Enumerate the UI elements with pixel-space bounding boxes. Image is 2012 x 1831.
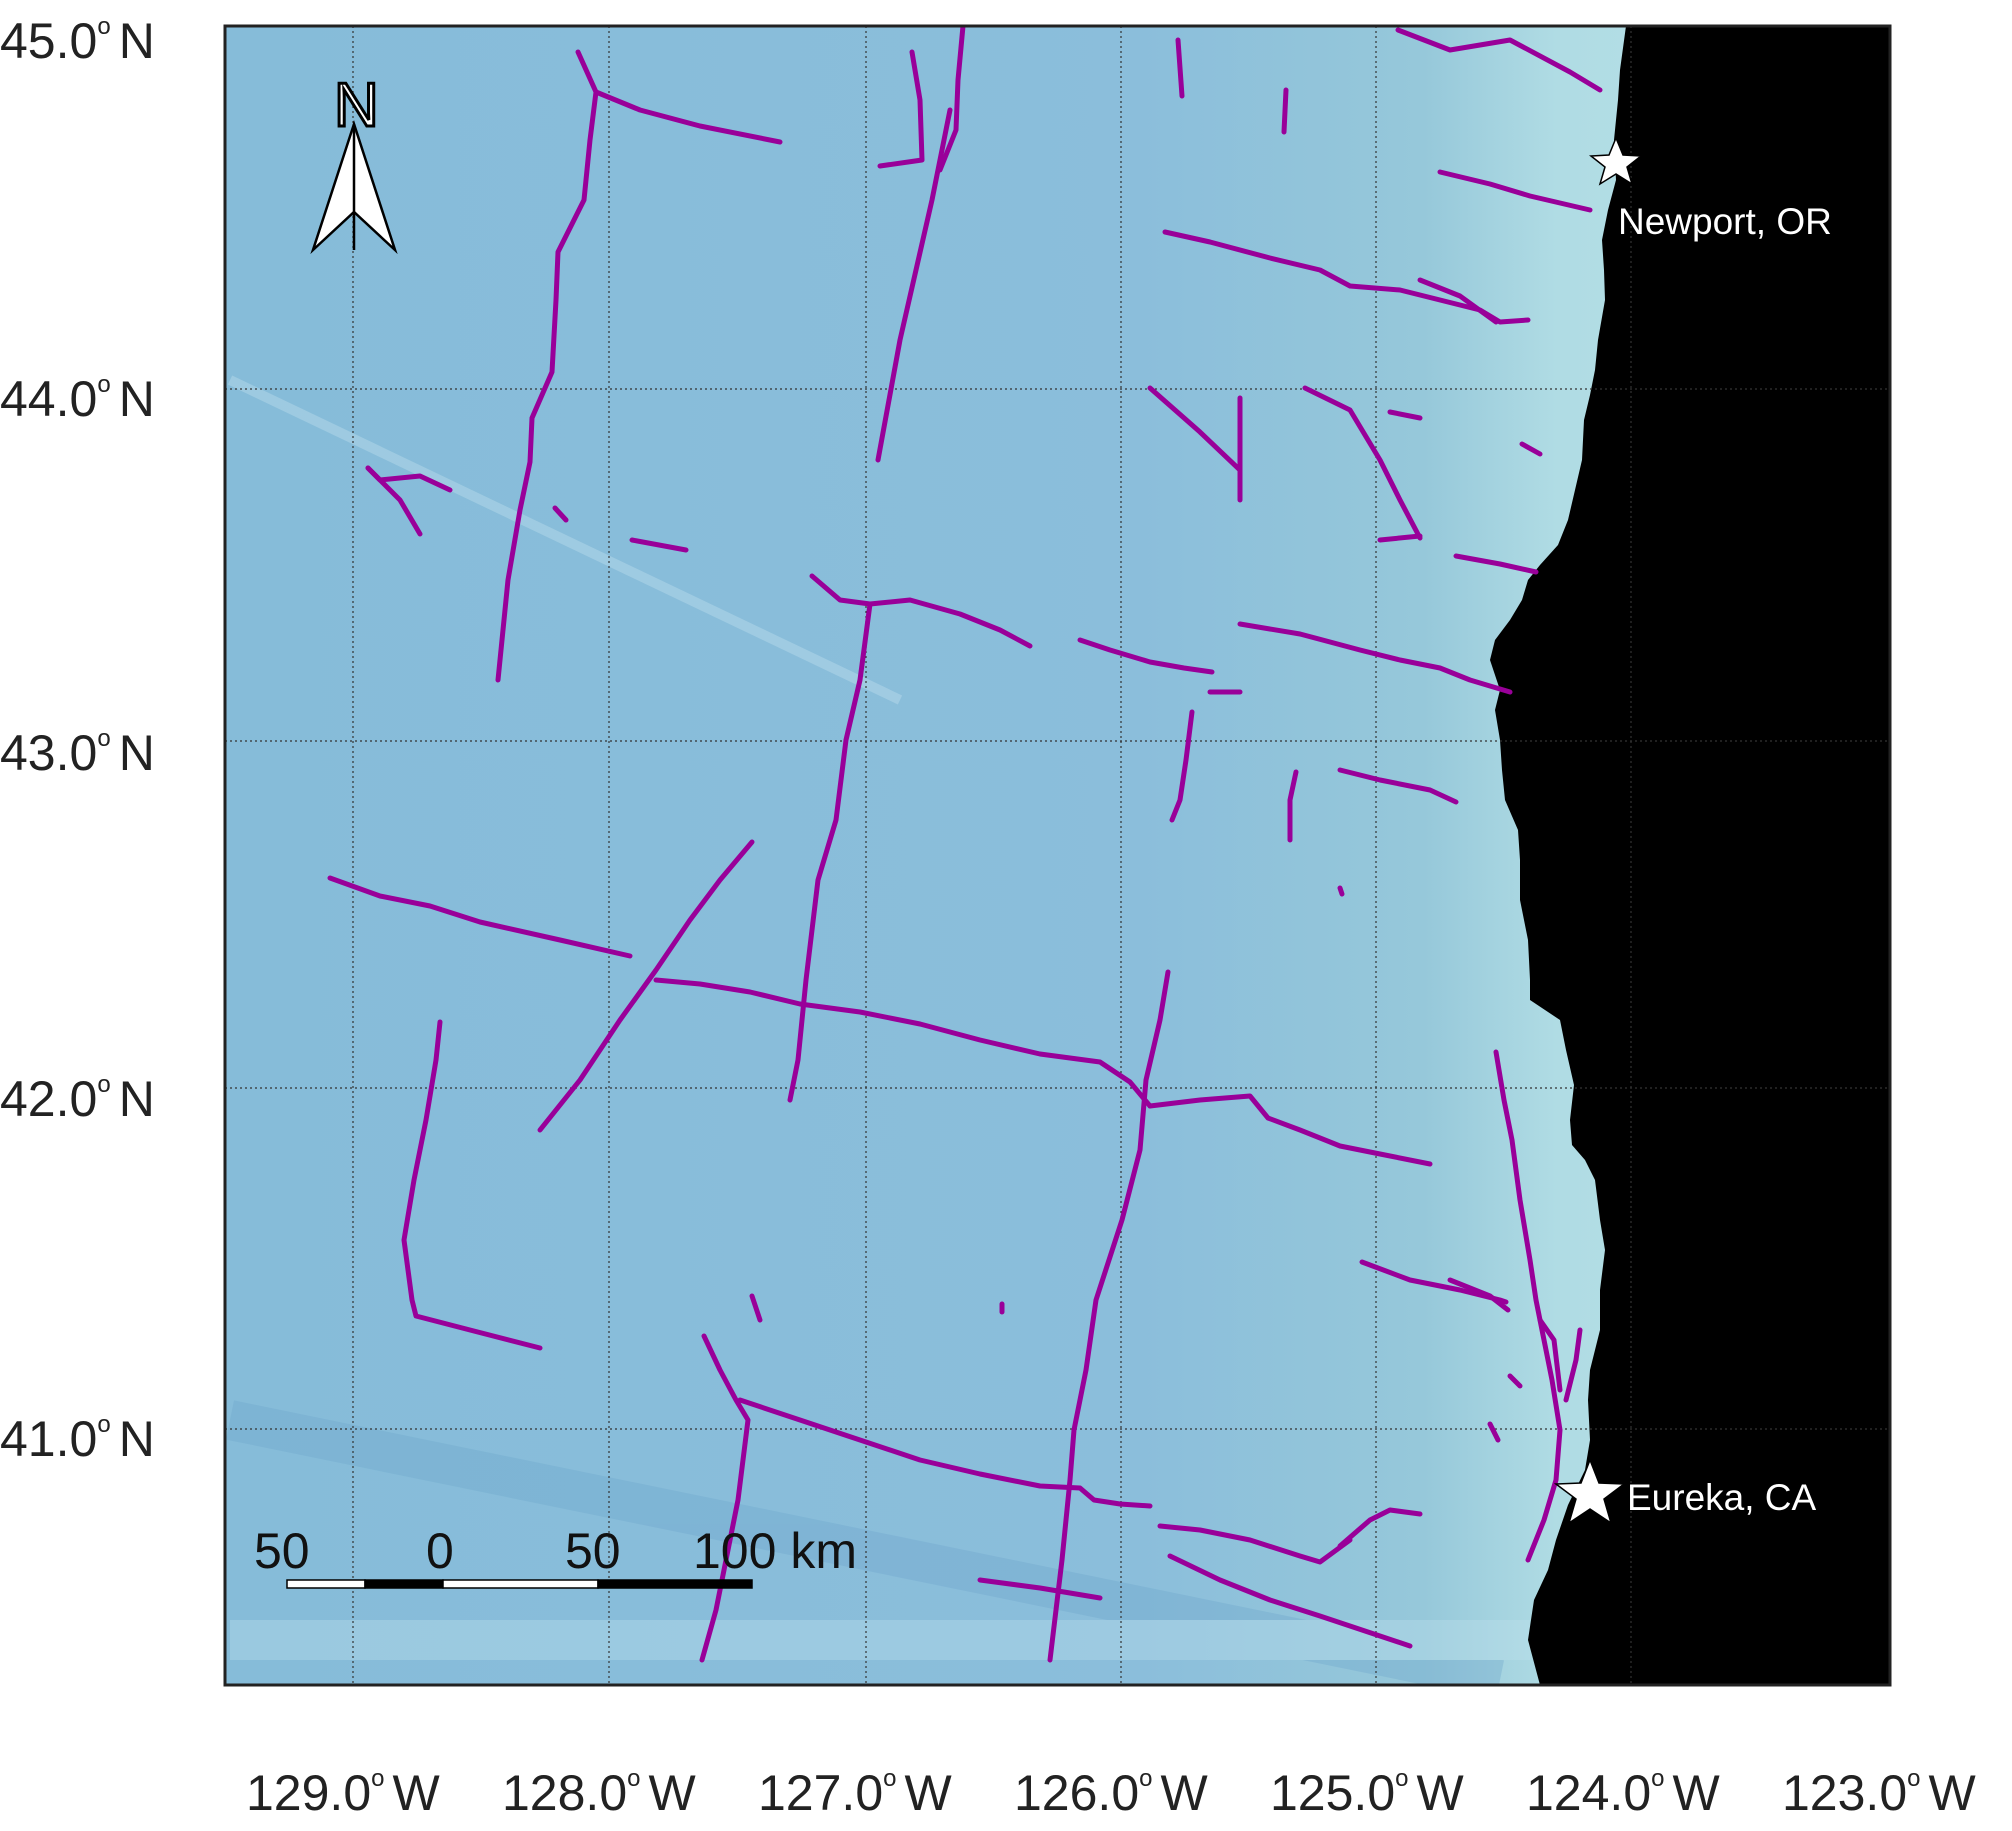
trackline bbox=[1377, 533, 1423, 543]
trackline bbox=[365, 465, 423, 537]
scale-label: 50 bbox=[565, 1523, 621, 1579]
lat-label: 41.0o N bbox=[0, 1411, 155, 1467]
trackline bbox=[937, 26, 966, 173]
place-eureka: Eureka, CA bbox=[1553, 1457, 1817, 1525]
place-newport: Newport, OR bbox=[1588, 136, 1832, 242]
land-area bbox=[1490, 26, 1890, 1685]
trackline bbox=[327, 875, 633, 959]
north-arrow: N bbox=[310, 70, 398, 255]
trackline bbox=[401, 1019, 543, 1351]
trackline bbox=[1157, 1523, 1353, 1565]
trackline bbox=[1487, 1421, 1501, 1443]
scale-bar: 50 0 50 100 km bbox=[254, 1523, 857, 1589]
survey-tracklines bbox=[327, 26, 1603, 1663]
seafloor-ridge bbox=[227, 375, 903, 705]
lat-label: 45.0o N bbox=[0, 13, 155, 69]
lon-label: 124.0o W bbox=[1526, 1765, 1720, 1821]
trackline bbox=[749, 1293, 763, 1323]
trackline bbox=[1563, 1327, 1583, 1403]
trackline bbox=[1387, 409, 1423, 421]
trackline bbox=[537, 839, 755, 1133]
trackline bbox=[629, 537, 689, 553]
trackline bbox=[875, 107, 953, 463]
trackline bbox=[1337, 767, 1459, 805]
trackline bbox=[1437, 169, 1593, 213]
lon-label: 126.0o W bbox=[1014, 1765, 1208, 1821]
lon-label: 125.0o W bbox=[1270, 1765, 1464, 1821]
graticule bbox=[225, 26, 1890, 1685]
trackline bbox=[787, 601, 873, 1103]
lon-label: 123.0o W bbox=[1782, 1765, 1976, 1821]
lon-label: 128.0o W bbox=[502, 1765, 696, 1821]
seafloor-ridge bbox=[225, 1400, 1505, 1685]
trackline bbox=[1447, 1277, 1511, 1313]
trackline bbox=[1147, 385, 1243, 473]
scale-label: 100 km bbox=[693, 1523, 857, 1579]
trackline bbox=[809, 573, 1033, 649]
trackline bbox=[1359, 1259, 1509, 1305]
trackline bbox=[653, 977, 1153, 1109]
north-letter: N bbox=[334, 71, 379, 140]
trackline bbox=[1047, 969, 1171, 1663]
map-frame bbox=[223, 24, 1892, 1687]
trackline bbox=[1519, 441, 1543, 457]
trackline bbox=[1237, 621, 1513, 695]
trackline bbox=[1077, 637, 1215, 675]
seafloor-shelf-band bbox=[230, 1620, 1530, 1660]
trackline bbox=[737, 1397, 1153, 1509]
star-icon bbox=[1553, 1457, 1627, 1525]
trackline bbox=[1337, 1507, 1423, 1549]
trackline bbox=[1537, 1317, 1563, 1393]
scale-label: 50 bbox=[254, 1523, 310, 1579]
lat-label: 43.0o N bbox=[0, 725, 155, 781]
place-label: Newport, OR bbox=[1618, 201, 1832, 242]
trackline bbox=[1287, 769, 1299, 843]
trackline bbox=[1507, 1373, 1523, 1389]
trackline bbox=[699, 1333, 751, 1663]
trackline bbox=[1417, 277, 1499, 325]
trackline bbox=[495, 49, 599, 683]
trackline bbox=[1395, 27, 1603, 93]
lat-label: 44.0o N bbox=[0, 371, 155, 427]
longitude-labels: 129.0o W 128.0o W 127.0o W 126.0o W 125.0o W … bbox=[246, 1765, 1976, 1821]
lat-label: 42.0o N bbox=[0, 1071, 155, 1127]
latitude-labels: 45.0o N 44.0o N 43.0o N 42.0o N 41.0o N bbox=[0, 13, 155, 1467]
scale-label: 0 bbox=[426, 1523, 454, 1579]
place-label: Eureka, CA bbox=[1627, 1477, 1817, 1518]
trackline bbox=[1337, 885, 1345, 897]
trackline bbox=[552, 505, 569, 523]
trackline bbox=[1302, 385, 1423, 541]
lon-label: 127.0o W bbox=[758, 1765, 952, 1821]
trackline bbox=[1281, 87, 1289, 135]
trackline bbox=[877, 49, 925, 169]
trackline bbox=[1147, 1093, 1433, 1167]
trackline bbox=[977, 1577, 1103, 1601]
trackline bbox=[1167, 1553, 1413, 1649]
trackline bbox=[1453, 553, 1539, 575]
star-icon bbox=[1588, 136, 1644, 186]
trackline bbox=[593, 89, 783, 145]
trackline bbox=[1175, 37, 1185, 99]
lon-label: 129.0o W bbox=[246, 1765, 440, 1821]
trackline bbox=[1169, 709, 1195, 823]
